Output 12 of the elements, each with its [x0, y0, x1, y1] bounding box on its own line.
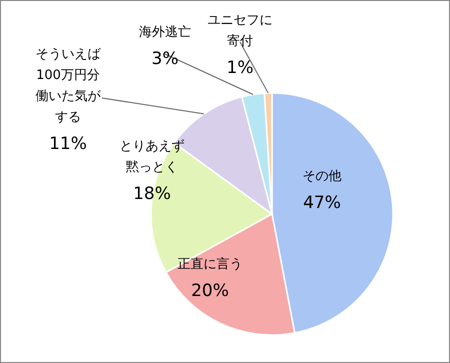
data-label: 18% — [133, 184, 171, 204]
slice-label: ユニセフに寄付 — [208, 13, 272, 49]
data-label: 1% — [226, 58, 254, 78]
slice-label: とりあえず黙っとく — [120, 139, 184, 175]
data-label: 11% — [49, 134, 87, 154]
slice-label: 正直に言う — [178, 256, 242, 272]
data-label: 47% — [303, 193, 341, 213]
slice-label: そういえば100万円分働いた気がする — [36, 47, 102, 125]
data-label: 20% — [191, 281, 229, 301]
slice-label: 海外逃亡 — [139, 24, 191, 40]
slice-label: その他 — [302, 169, 342, 184]
data-label: 3% — [152, 49, 178, 69]
